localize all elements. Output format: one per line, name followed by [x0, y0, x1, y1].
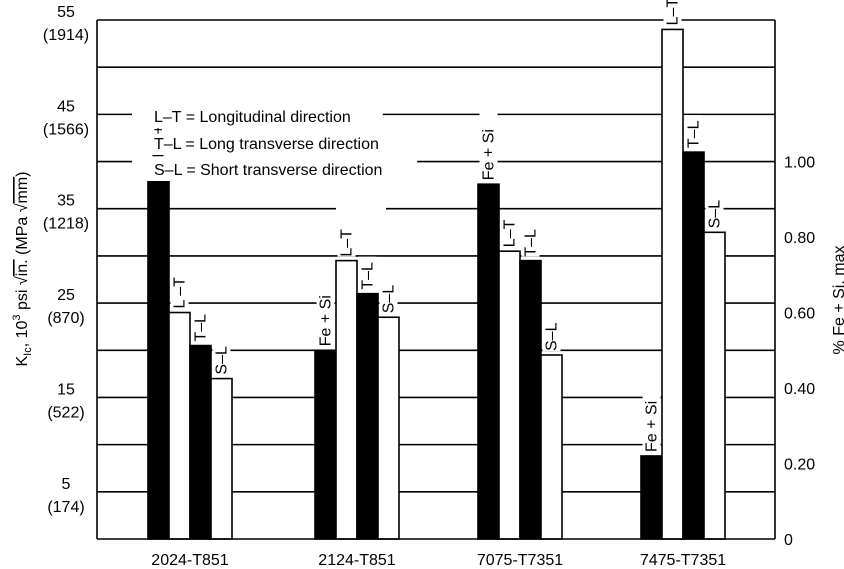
x-axis-ticks: 2024-T851 2124-T851 7075-T7351 7475-T7351 — [151, 552, 726, 569]
legend-item: S–L = Short transverse direction — [154, 162, 382, 179]
left-tick-label: 55 — [57, 4, 75, 21]
bar-label: T–L — [360, 262, 377, 290]
left-tick-label: 25 — [57, 287, 75, 304]
right-tick-label: 0.20 — [784, 457, 815, 474]
bar-label-backdrop — [316, 277, 335, 347]
legend-backdrop — [132, 160, 418, 181]
bar-label: Fe + Si — [644, 401, 661, 452]
bar — [189, 344, 212, 540]
left-tick-sublabel: (1914) — [43, 27, 89, 44]
right-axis-title: % Fe + Si, max — [831, 246, 844, 355]
bar-label-backdrop — [500, 214, 519, 248]
bar — [477, 183, 500, 540]
bar — [314, 349, 337, 540]
bar — [147, 160, 170, 540]
bar-label-backdrop — [521, 223, 540, 257]
bar-label-backdrop — [642, 382, 661, 452]
bar-label: T–L — [686, 120, 703, 148]
legend: L–T = Longitudinal direction T–L = Long t… — [132, 107, 418, 213]
bar-label-backdrop — [170, 266, 189, 309]
bar — [640, 455, 663, 540]
bar-label: L–T — [665, 0, 682, 25]
bar-label-backdrop — [212, 341, 231, 375]
left-tick-label: 45 — [57, 98, 75, 115]
bar — [168, 311, 191, 540]
left-tick-sublabel: (870) — [47, 310, 84, 327]
left-tick-sublabel: (1218) — [43, 216, 89, 233]
x-tick-label: 7075-T7351 — [477, 552, 563, 569]
bar-label: L–T — [502, 219, 519, 247]
bar — [377, 316, 400, 540]
axis-lines — [96, 20, 776, 540]
left-tick-sublabel: (522) — [47, 404, 84, 421]
bars — [147, 28, 726, 540]
left-tick-label: 15 — [57, 381, 75, 398]
sqrt-symbol: √ — [14, 276, 31, 285]
bar-label-backdrop — [542, 317, 561, 351]
bar-label-backdrop — [663, 0, 682, 26]
right-axis-ticks: 0 0.20 0.40 0.60 0.80 1.00 — [784, 155, 815, 549]
legend-item: T–L = Long transverse direction — [154, 136, 379, 153]
bar — [356, 292, 379, 540]
right-tick-label: 0.60 — [784, 306, 815, 323]
right-tick-label: 0 — [784, 532, 793, 549]
bar-label: Fe + Si — [481, 129, 498, 180]
bar — [498, 250, 521, 540]
bar — [661, 28, 684, 540]
bar-label: S–L — [381, 285, 398, 314]
x-tick-label: 2124-T851 — [318, 552, 395, 569]
bar — [682, 151, 705, 540]
left-tick-label: 5 — [62, 476, 71, 493]
bar-label: T–L — [523, 229, 540, 257]
bar — [519, 259, 542, 540]
bar-label: S–L — [707, 200, 724, 229]
bar-label-backdrop — [358, 256, 377, 290]
bar-label: L–T — [339, 229, 356, 257]
bar-label-backdrop — [705, 195, 724, 229]
bar-label-backdrop — [191, 308, 210, 342]
left-axis-title: KIc, 103 psi √in. (MPa √mm) — [11, 172, 34, 367]
legend-backdrop — [132, 107, 383, 128]
bar-label: T–L — [193, 314, 210, 342]
legend-item: L–T = Longitudinal direction — [154, 109, 351, 126]
left-axis-ticks: 5 (174) 15 (522) 25 (870) 35 (1218) 45 (1566) 55 (1… — [43, 4, 89, 516]
right-tick-label: 0.40 — [784, 381, 815, 398]
right-tick-label: 0.80 — [784, 230, 815, 247]
left-tick-label: 35 — [57, 193, 75, 210]
left-tick-sublabel: (1566) — [43, 121, 89, 138]
bar-label: S–L — [544, 322, 561, 351]
legend-backdrop — [132, 134, 409, 155]
x-tick-label: 7475-T7351 — [640, 552, 726, 569]
bar-label-backdrop — [684, 115, 703, 149]
left-tick-sublabel: (174) — [47, 499, 84, 516]
x-tick-label: 2024-T851 — [151, 552, 228, 569]
bar-label: S–L — [214, 346, 231, 375]
bar-label-backdrop — [479, 111, 498, 181]
right-tick-label: 1.00 — [784, 155, 815, 172]
bar — [210, 377, 233, 540]
sqrt-symbol: √ — [14, 203, 31, 212]
bar-label-backdrop — [337, 223, 356, 257]
bar-label: L –T — [172, 277, 189, 309]
bar — [703, 231, 726, 540]
bar-label-backdrop — [379, 280, 398, 314]
bar — [335, 259, 358, 540]
gridline-gap — [336, 204, 386, 213]
bar — [540, 354, 563, 540]
bar-label: Fe + Si — [318, 295, 335, 346]
